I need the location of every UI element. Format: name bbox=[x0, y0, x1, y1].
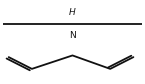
Text: H: H bbox=[69, 8, 76, 17]
Text: N: N bbox=[69, 31, 76, 40]
